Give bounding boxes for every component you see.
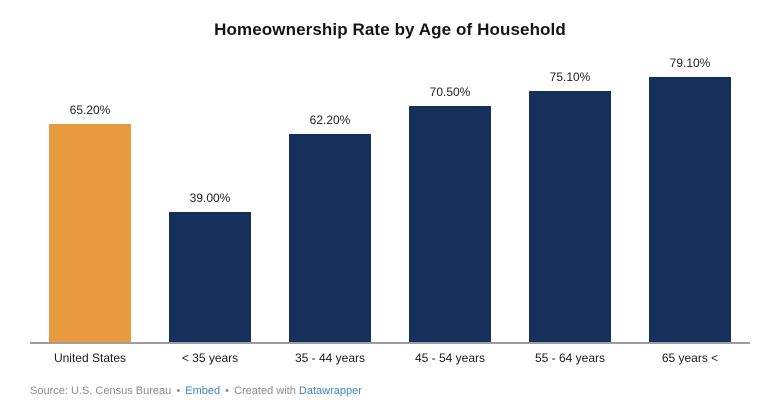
bar-column: 65.20% [30, 103, 150, 342]
bar-column: 70.50% [390, 85, 510, 342]
source-text: Source: U.S. Census Bureau [30, 385, 172, 397]
x-axis-labels-row: United States < 35 years 35 - 44 years 45 -… [30, 344, 750, 365]
bar [169, 212, 251, 342]
bar [529, 91, 611, 342]
bar-column: 62.20% [270, 113, 390, 342]
bar-value-label: 39.00% [189, 191, 231, 205]
x-axis-label: 55 - 64 years [534, 351, 606, 365]
bar-value-label: 75.10% [549, 70, 591, 84]
bar [649, 77, 731, 342]
x-axis-label: 45 - 54 years [414, 351, 486, 365]
chart-area: 65.20% 39.00% 62.20% 70.50% 75.10% 79.10… [30, 40, 750, 365]
embed-link[interactable]: Embed [185, 385, 221, 397]
created-with-text: Created with [234, 385, 296, 397]
x-axis-label: 65 years < [661, 351, 719, 365]
bar [409, 106, 491, 342]
x-axis-label: United States [53, 351, 127, 365]
x-axis-line [30, 342, 750, 344]
bar-column: 79.10% [630, 56, 750, 342]
bar-column: 75.10% [510, 70, 630, 342]
datawrapper-link[interactable]: Datawrapper [298, 385, 362, 397]
bar-value-label: 79.10% [669, 56, 711, 70]
bar [289, 134, 371, 342]
x-axis-label: 35 - 44 years [294, 351, 366, 365]
chart-title: Homeownership Rate by Age of Household [214, 20, 566, 39]
bar-value-label: 70.50% [429, 85, 471, 99]
bar-column: 39.00% [150, 191, 270, 342]
bar [49, 124, 131, 342]
footer-separator: • [176, 385, 181, 397]
x-axis-label: < 35 years [181, 351, 239, 365]
footer-separator: • [225, 385, 230, 397]
bar-value-label: 62.20% [309, 113, 351, 127]
bar-value-label: 65.20% [69, 103, 111, 117]
footer: Source: U.S. Census Bureau • Embed • Cre… [30, 385, 362, 397]
bars-row: 65.20% 39.00% 62.20% 70.50% 75.10% 79.10… [30, 40, 750, 342]
